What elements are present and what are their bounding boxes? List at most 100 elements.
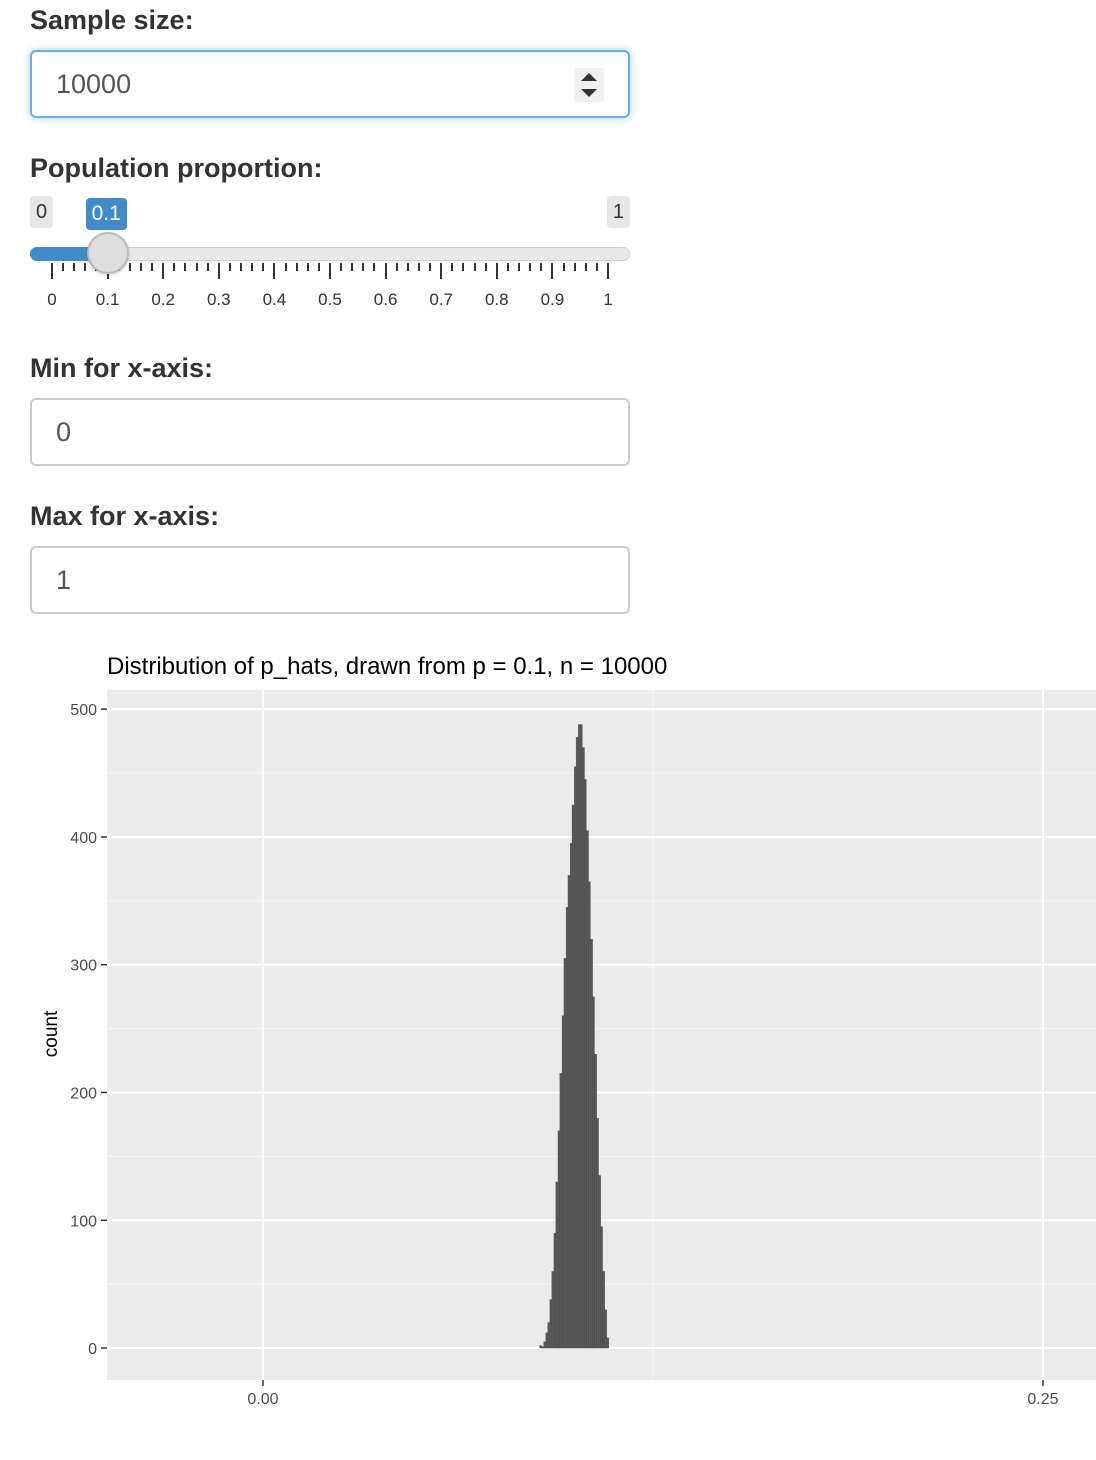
slider-minor-tick [584,263,587,271]
histogram-bar [596,1117,599,1349]
slider-minor-tick [295,263,298,271]
spinner-down-icon[interactable] [581,89,597,97]
slider-tick-label: 1 [603,290,613,309]
slider-minor-tick [362,263,365,271]
slider-minor-tick [151,263,154,271]
sample-size-label: Sample size: [30,5,194,35]
y-tick-label: 400 [70,830,97,847]
slider-minor-tick [573,263,576,271]
slider-minor-tick [429,263,432,271]
slider-minor-tick [240,263,243,271]
slider-tick-label: 0.5 [318,290,342,309]
slider-min-badge: 0 [30,196,54,228]
slider-tick-label: 0.3 [206,290,231,309]
y-tick-label: 300 [70,958,97,975]
slider-minor-tick [84,263,87,271]
slider-tick-label: 0.7 [429,290,454,309]
slider-minor-tick [506,263,509,271]
slider-minor-tick [184,263,187,271]
slider-major-tick [217,263,220,279]
histogram-bar [575,737,579,1349]
x-max-input[interactable]: 1 [30,546,630,614]
slider-tick-label: 0 [47,290,57,309]
slider-tick-label: 0.6 [373,290,398,309]
slider-tick-label: 0.9 [540,290,565,309]
slider-handle[interactable] [86,232,129,274]
slider-minor-tick [518,263,521,271]
x-min-value: 0 [56,416,72,447]
histogram-bar [551,1271,555,1349]
y-tick-label: 100 [70,1213,97,1230]
slider-minor-tick [406,263,409,271]
slider-minor-tick [484,263,487,271]
histogram-bar [547,1322,551,1349]
slider-minor-tick [562,263,565,271]
slider-minor-tick [262,263,265,271]
slider-minor-tick [373,263,376,271]
population-proportion-slider[interactable]: 0 1 0.1 0 0.1 0.2 0.3 0.4 0.5 0.6 0.7 0.8 0.9 1 [30,196,630,316]
slider-major-tick [51,263,53,279]
histogram-bar [563,958,567,1349]
slider-minor-tick [417,263,420,271]
slider-minor-tick [139,263,142,271]
slider-major-tick [607,263,609,279]
histogram-bar [606,1337,609,1349]
slider-minor-tick [317,263,320,271]
x-max-value: 1 [56,564,72,595]
slider-minor-tick [284,263,287,271]
sample-size-input[interactable]: 10000 [30,50,630,118]
histogram-bar [592,996,595,1349]
histogram-bar [555,1181,559,1349]
slider-major-tick [329,263,331,279]
slider-minor-tick [62,263,65,271]
slider-tick-label: 0.4 [262,290,287,309]
slider-tick-label: 0.1 [95,290,120,309]
slider-minor-tick [251,263,254,271]
y-tick-label: 500 [70,702,97,719]
histogram-bar [539,1345,542,1349]
slider-minor-tick [595,263,598,271]
slider-major-tick [495,263,498,279]
chart-title: Distribution of p_hats, drawn from p = 0… [107,653,667,680]
histogram-bar [588,881,591,1349]
slider-major-tick [551,263,554,279]
x-min-label: Min for x-axis: [30,353,214,383]
slider-major-tick [384,263,387,279]
slider-minor-tick [73,263,76,271]
slider-minor-tick [462,263,465,271]
slider-minor-tick [128,263,131,271]
sample-size-value: 10000 [56,68,132,99]
slider-minor-tick [228,263,231,271]
slider-minor-tick [206,263,209,271]
spinner-up-icon[interactable] [581,73,597,81]
x-tick-label: 0.00 [247,1391,278,1408]
slider-minor-tick [340,263,343,271]
number-spinner[interactable] [574,68,604,102]
histogram-bar [584,779,587,1349]
y-tick-label: 200 [70,1086,97,1103]
x-min-input[interactable]: 0 [30,398,630,466]
slider-value-badge: 0.1 [85,198,127,230]
slider-minor-tick [540,263,543,271]
slider-minor-tick [195,263,198,271]
histogram-bar [571,804,575,1349]
slider-minor-tick [395,263,398,271]
slider-tick-label: 0.8 [484,290,509,309]
histogram-bar [567,875,571,1349]
histogram-bar [579,724,583,1349]
slider-minor-tick [529,263,532,271]
y-axis-label: count [41,1010,62,1057]
slider-minor-tick [306,263,309,271]
y-tick-label: 0 [88,1341,97,1358]
histogram-bar [559,1073,563,1349]
histogram-bar [543,1341,546,1349]
slider-max-badge: 1 [606,196,630,228]
slider-minor-tick [173,263,176,271]
population-proportion-label: Population proportion: [30,153,323,183]
slider-tick-label: 0.2 [151,290,176,309]
histogram-chart: Distribution of p_hats, drawn from p = 0… [41,653,1096,1408]
slider-major-tick [273,263,276,279]
slider-minor-tick [351,263,354,271]
x-max-label: Max for x-axis: [30,501,220,531]
slider-major-tick [440,263,443,279]
